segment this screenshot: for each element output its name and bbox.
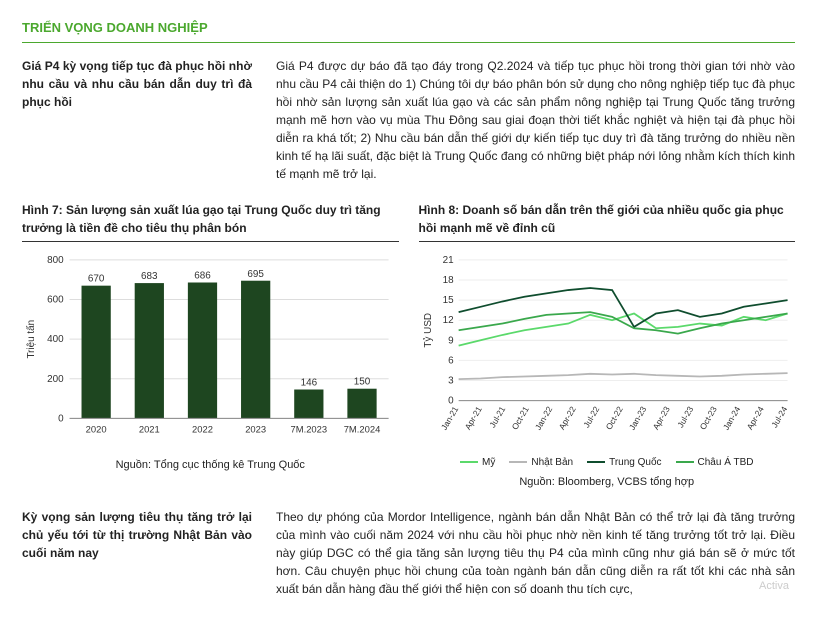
svg-text:Jan-22: Jan-22 <box>532 404 554 432</box>
chart-8-source: Nguồn: Bloomberg, VCBS tổng hợp <box>419 474 796 491</box>
svg-text:800: 800 <box>47 254 64 265</box>
svg-text:Oct-21: Oct-21 <box>509 404 530 431</box>
svg-text:Triệu tấn: Triệu tấn <box>26 319 37 358</box>
side-heading-1: Giá P4 kỳ vọng tiếp tục đà phục hồi nhờ … <box>22 57 252 111</box>
svg-text:683: 683 <box>141 271 158 282</box>
chart-7-title: Hình 7: Sản lượng sản xuất lúa gạo tại T… <box>22 201 399 242</box>
svg-text:21: 21 <box>442 254 454 265</box>
svg-text:12: 12 <box>442 315 453 326</box>
svg-text:2021: 2021 <box>139 423 160 434</box>
chart-8-legend: Mỹ Nhật Bản Trung Quốc Châu Á TBD <box>419 455 796 470</box>
svg-text:7M.2024: 7M.2024 <box>344 423 381 434</box>
content-block-2: Kỳ vọng sản lượng tiêu thụ tăng trở lại … <box>22 508 795 598</box>
svg-text:150: 150 <box>354 376 371 387</box>
content-block-1: Giá P4 kỳ vọng tiếp tục đà phục hồi nhờ … <box>22 57 795 183</box>
svg-text:Jan-24: Jan-24 <box>720 404 742 432</box>
svg-text:Apr-24: Apr-24 <box>744 404 765 431</box>
svg-text:Jan-21: Jan-21 <box>438 404 460 432</box>
chart-8-svg: 036912151821Tỷ USDJan-21Apr-21Jul-21Oct-… <box>419 250 796 448</box>
charts-row: Hình 7: Sản lượng sản xuất lúa gạo tại T… <box>22 201 795 491</box>
svg-text:2023: 2023 <box>245 423 266 434</box>
svg-text:Apr-21: Apr-21 <box>462 404 483 431</box>
svg-text:Apr-23: Apr-23 <box>650 404 671 431</box>
svg-text:146: 146 <box>301 377 318 388</box>
svg-text:600: 600 <box>47 294 64 305</box>
watermark: Activa <box>759 578 789 595</box>
svg-text:Tỷ USD: Tỷ USD <box>422 312 433 347</box>
svg-text:0: 0 <box>58 413 64 424</box>
chart-7-source: Nguồn: Tổng cục thống kê Trung Quốc <box>22 457 399 474</box>
chart-8: Hình 8: Doanh số bán dẫn trên thế giới c… <box>419 201 796 491</box>
chart-7: Hình 7: Sản lượng sản xuất lúa gạo tại T… <box>22 201 399 491</box>
svg-text:9: 9 <box>448 335 454 346</box>
chart-8-title: Hình 8: Doanh số bán dẫn trên thế giới c… <box>419 201 796 242</box>
svg-text:2022: 2022 <box>192 423 213 434</box>
svg-text:695: 695 <box>247 268 264 279</box>
svg-text:3: 3 <box>448 375 454 386</box>
legend-item: Châu Á TBD <box>676 455 754 470</box>
svg-text:Jan-23: Jan-23 <box>626 404 648 432</box>
svg-text:18: 18 <box>442 274 454 285</box>
side-heading-2: Kỳ vọng sản lượng tiêu thụ tăng trở lại … <box>22 508 252 562</box>
svg-text:Jul-22: Jul-22 <box>581 404 601 429</box>
svg-text:Oct-22: Oct-22 <box>603 404 624 431</box>
svg-text:Apr-22: Apr-22 <box>556 404 577 431</box>
legend-item: Nhật Bản <box>509 455 573 470</box>
chart-7-svg: 0 200 400 600 800 Triệu tấn 670 2020 683 2021 686 2… <box>22 250 399 448</box>
svg-text:Jul-21: Jul-21 <box>487 404 507 429</box>
section-title: TRIỂN VỌNG DOANH NGHIỆP <box>22 18 795 43</box>
svg-text:Jul-23: Jul-23 <box>675 404 695 429</box>
svg-text:Oct-23: Oct-23 <box>697 404 718 431</box>
body-text-1: Giá P4 được dự báo đã tạo đáy trong Q2.2… <box>276 57 795 183</box>
svg-text:686: 686 <box>194 270 211 281</box>
svg-text:400: 400 <box>47 334 64 345</box>
svg-text:15: 15 <box>442 295 454 306</box>
svg-text:7M.2023: 7M.2023 <box>291 423 328 434</box>
svg-text:Jul-24: Jul-24 <box>769 404 789 429</box>
legend-item: Trung Quốc <box>587 455 661 470</box>
svg-text:200: 200 <box>47 373 64 384</box>
svg-text:670: 670 <box>88 273 105 284</box>
svg-text:6: 6 <box>448 355 454 366</box>
legend-item: Mỹ <box>460 455 495 470</box>
svg-text:2020: 2020 <box>86 423 107 434</box>
body-text-2: Theo dự phóng của Mordor Intelligence, n… <box>276 508 795 598</box>
